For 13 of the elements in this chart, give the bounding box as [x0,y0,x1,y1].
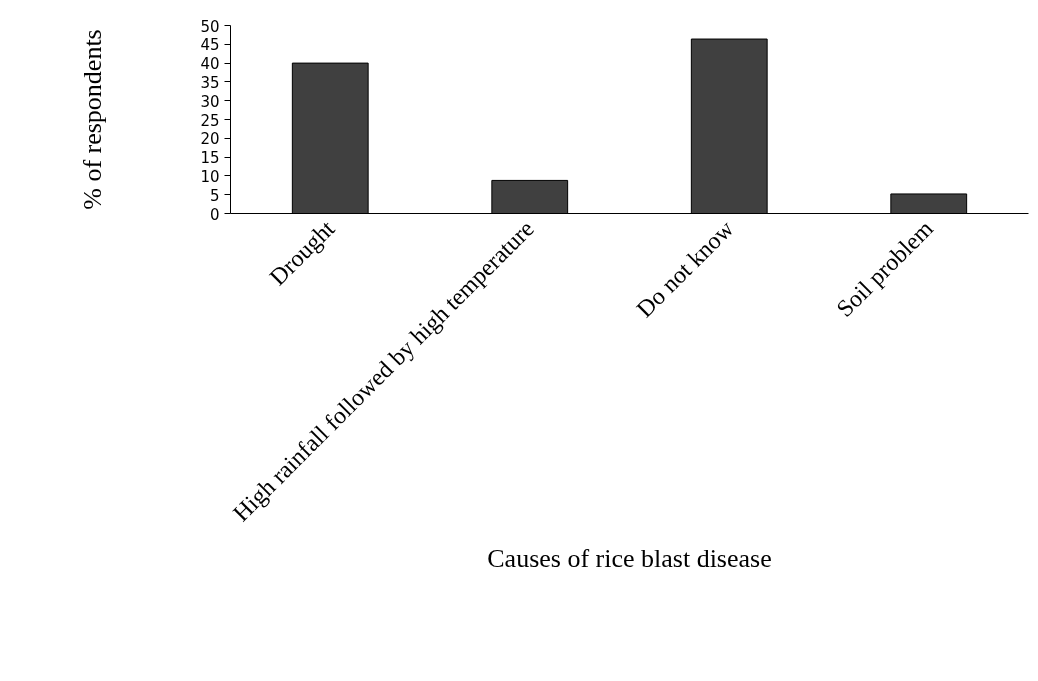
y-tick-label: 35 [200,73,220,92]
y-tick-label: 50 [200,17,220,36]
y-tick-label: 40 [200,55,220,74]
y-tick-label: 30 [200,92,220,111]
y-tick-label: 15 [200,149,220,168]
y-tick-label: 45 [200,36,220,55]
y-tick-label: 25 [200,111,220,130]
y-tick-label: 20 [200,130,220,149]
y-tick-label: 5 [209,186,220,205]
y-tick-label: 10 [200,167,220,186]
y-tick-label: 0 [209,205,220,224]
y-axis-title: % of respondents [78,29,108,210]
x-axis-title: Causes of rice blast disease [487,543,772,573]
